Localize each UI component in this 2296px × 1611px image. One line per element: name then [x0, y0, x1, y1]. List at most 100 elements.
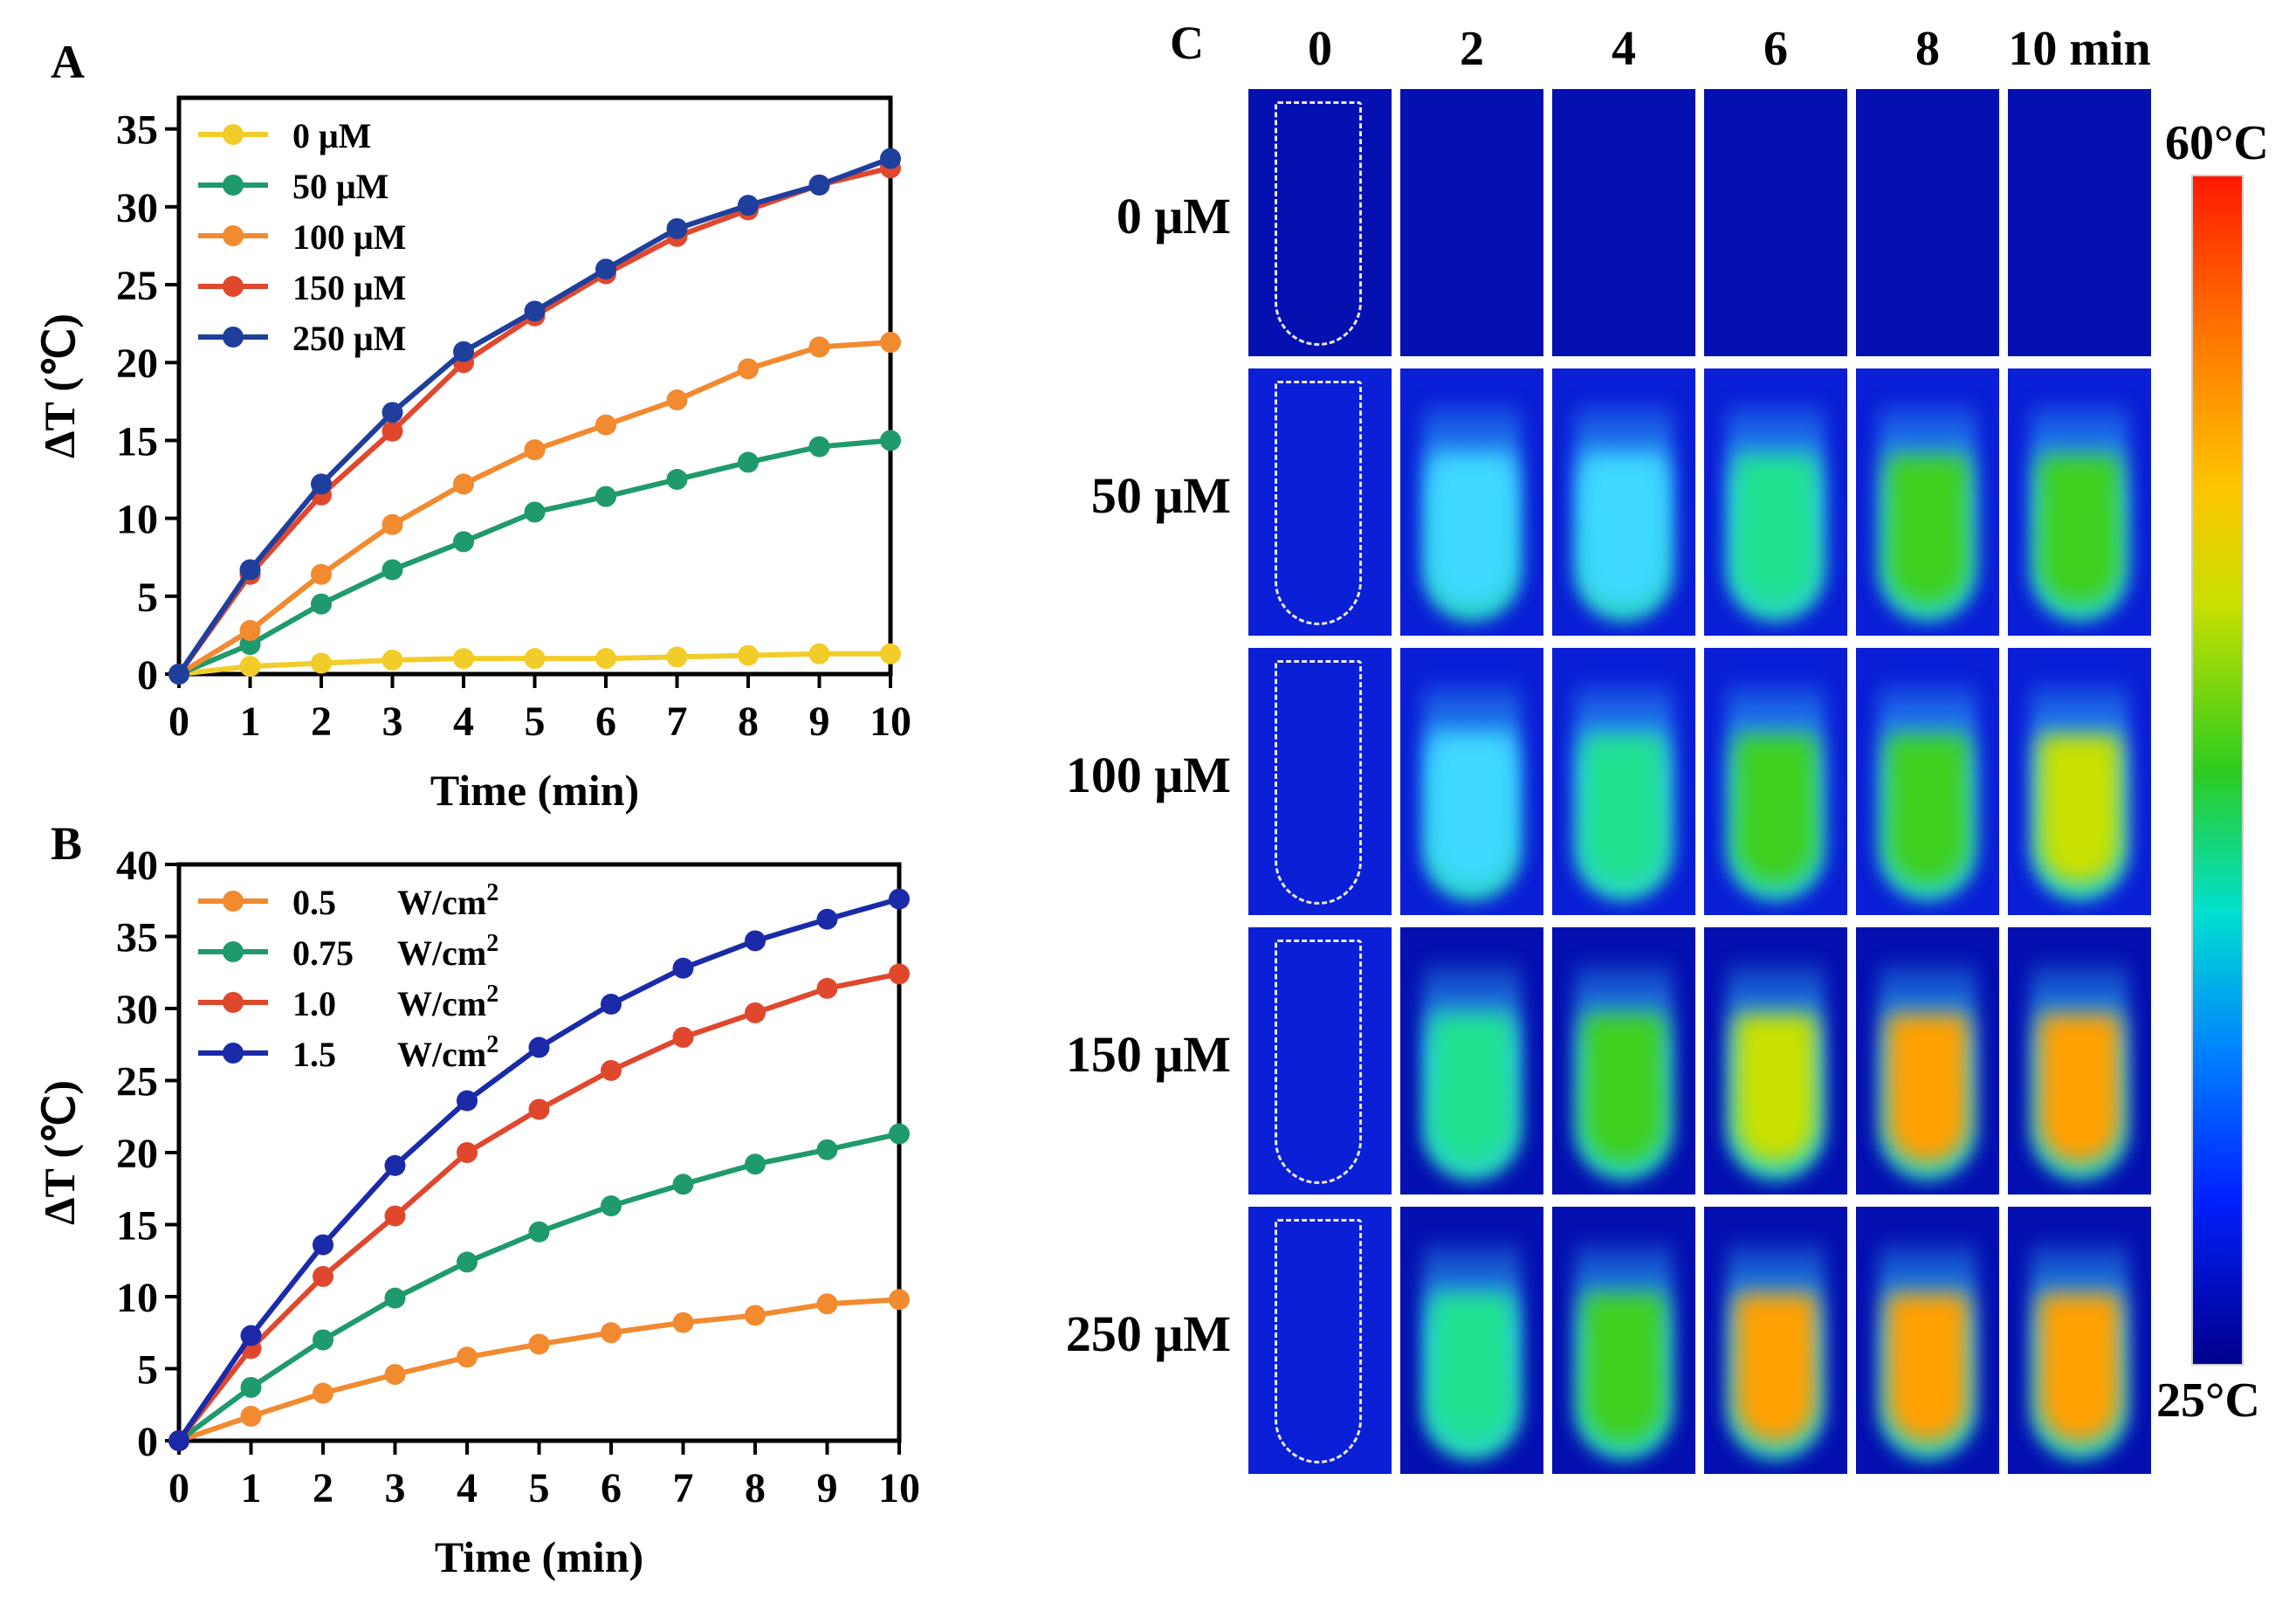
data-point: [239, 559, 261, 581]
data-point: [239, 656, 261, 678]
data-point: [666, 646, 688, 668]
thermal-image-cell: [1400, 1207, 1543, 1474]
data-point: [382, 420, 403, 442]
data-point: [601, 1059, 622, 1081]
y-tick-label: 40: [116, 843, 158, 889]
legend-marker: [223, 225, 244, 246]
data-point: [240, 1405, 262, 1427]
legend-unit: W/cm: [397, 933, 486, 973]
data-point: [601, 1322, 622, 1344]
heat-core: [1432, 1015, 1512, 1163]
y-tick-label: 25: [116, 263, 158, 309]
thermal-image-cell: [1704, 648, 1847, 915]
data-point: [889, 1123, 910, 1145]
y-tick-label: 30: [116, 185, 158, 231]
data-point: [880, 430, 901, 451]
temperature-colorbar: [2191, 175, 2244, 1366]
data-point: [745, 1153, 766, 1175]
legend-unit-superscript: 2: [486, 930, 498, 957]
data-point: [168, 664, 189, 685]
x-tick-label: 4: [457, 1465, 478, 1511]
y-tick-label: 35: [116, 107, 158, 154]
heat-core: [1432, 1294, 1512, 1442]
thermal-image-cell: [1704, 927, 1847, 1194]
thermal-image-cell: [1552, 927, 1695, 1194]
data-point: [595, 648, 616, 670]
thermal-image-cell: [1856, 89, 1999, 356]
x-tick-label: 9: [817, 1465, 838, 1511]
legend-value: 1.5: [292, 1035, 336, 1074]
legend-marker: [223, 1043, 244, 1064]
thermal-image-cell: [1248, 1207, 1392, 1474]
legend-marker: [223, 327, 244, 348]
x-tick-label: 1: [240, 699, 261, 745]
data-point: [524, 648, 546, 670]
legend-value: 0.5: [292, 883, 336, 922]
data-point: [457, 1251, 478, 1273]
y-tick-label: 5: [137, 575, 158, 621]
legend-unit-superscript: 2: [486, 879, 498, 906]
data-point: [453, 341, 474, 362]
series-line: [176, 896, 900, 1442]
data-point: [453, 473, 474, 495]
panel-b-label: B: [51, 817, 83, 870]
thermal-image-grid: 0 2 4 6 8 10 min 0 μM 50 μM 100 μM 150 μM 250 μM …: [1004, 0, 2296, 1611]
data-point: [595, 258, 616, 280]
data-point: [738, 195, 759, 217]
heat-core: [1584, 735, 1664, 884]
data-point: [168, 1430, 189, 1451]
thermal-image-cell: [1704, 89, 1847, 356]
time-column-label: 6: [1763, 22, 1788, 76]
y-tick-label: 5: [137, 1347, 158, 1394]
data-point: [311, 563, 332, 585]
heat-core: [1736, 1294, 1816, 1442]
heat-core: [1736, 456, 1816, 604]
data-point: [524, 501, 546, 523]
x-tick-label: 0: [168, 699, 189, 745]
data-point: [672, 1312, 694, 1333]
time-column-label: 0: [1308, 22, 1332, 76]
y-tick-label: 20: [116, 1131, 158, 1177]
data-point: [808, 174, 830, 196]
legend-label: 0 μM: [292, 116, 371, 155]
concentration-row-label: 250 μM: [1065, 1305, 1231, 1362]
thermal-image-cell: [1856, 648, 1999, 915]
data-point: [880, 332, 901, 354]
concentration-row-label: 150 μM: [1065, 1026, 1231, 1083]
data-point: [384, 1364, 406, 1386]
data-point: [808, 336, 830, 358]
x-tick-label: 10: [878, 1465, 920, 1511]
x-tick-label: 6: [601, 1465, 622, 1511]
thermal-image-cell: [1248, 368, 1392, 636]
time-column-label: 4: [1612, 22, 1636, 76]
y-axis-label: ΔT (℃): [35, 313, 84, 458]
heat-core: [1432, 456, 1512, 604]
heat-core: [2039, 456, 2120, 604]
colorbar-min-label: 25°C: [2156, 1373, 2260, 1428]
legend-value: 1.0: [292, 984, 336, 1023]
thermal-image-cell: [2008, 1207, 2151, 1474]
y-axis-label: ΔT (℃): [35, 1080, 84, 1225]
time-column-label: 10 min: [2008, 22, 2151, 76]
thermal-image-cell: [1552, 1207, 1695, 1474]
heat-core: [1736, 735, 1816, 884]
series-line: [178, 1297, 900, 1443]
heat-core: [1584, 1294, 1664, 1442]
data-point: [528, 1036, 550, 1058]
data-point: [880, 148, 901, 169]
thermal-image-cell: [1856, 927, 1999, 1194]
legend-marker: [223, 175, 244, 196]
y-tick-label: 20: [116, 341, 158, 387]
data-point: [524, 439, 546, 461]
data-point: [672, 957, 694, 979]
heat-core: [1887, 456, 1968, 604]
thermal-image-cell: [1248, 89, 1392, 356]
chart-a: 0 5 10 15 20 25 30 35 0 1 2 3 4 5 6 7 8 9 10 Time (min) ΔT (…: [35, 95, 911, 815]
legend-marker: [223, 124, 244, 145]
legend-label: 250 μM: [292, 319, 406, 358]
heat-core: [1887, 735, 1968, 884]
x-tick-label: 2: [313, 1465, 333, 1511]
data-point: [595, 414, 616, 436]
data-point: [311, 652, 332, 674]
time-column-label: 8: [1915, 22, 1940, 76]
